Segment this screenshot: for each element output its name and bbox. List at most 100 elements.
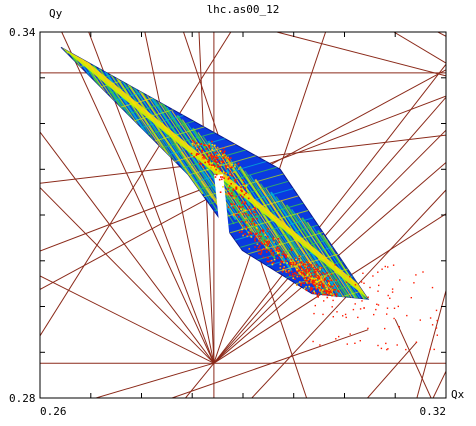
particle-point (285, 260, 287, 262)
particle-point (313, 290, 315, 293)
particle-point (328, 285, 331, 287)
particle-point (240, 189, 242, 192)
particle-point (247, 214, 250, 216)
particle-point (201, 149, 204, 152)
particle-point (278, 249, 281, 252)
particle-point (231, 194, 234, 197)
particle-point (316, 280, 319, 283)
particle-point (272, 246, 275, 248)
particle-point (250, 223, 253, 225)
particle-point (218, 159, 221, 162)
particle-point (260, 241, 263, 244)
particle-point (259, 230, 262, 232)
particle-point (231, 203, 233, 206)
particle-point (331, 294, 333, 297)
particle-point (413, 282, 415, 284)
particle-point (284, 254, 286, 256)
particle-point (363, 307, 365, 309)
particle-point (298, 275, 301, 278)
particle-point (210, 166, 212, 169)
particle-point (305, 261, 308, 263)
particle-point (316, 281, 319, 284)
particle-point (269, 260, 271, 262)
particle-point (200, 143, 202, 146)
particle-point (279, 263, 282, 265)
particle-point (326, 290, 329, 292)
particle-point (242, 234, 244, 237)
particle-point (252, 208, 254, 210)
resonance-line (394, 319, 432, 398)
particle-point (333, 289, 335, 291)
particle-point (255, 235, 258, 238)
particle-point (310, 266, 313, 268)
particle-point (292, 263, 295, 266)
particle-point (228, 177, 230, 179)
particle-point (296, 275, 299, 278)
particle-point (256, 217, 258, 220)
y-axis-label: Qy (49, 7, 63, 20)
particle-point (298, 258, 301, 260)
particle-point (308, 273, 310, 276)
particle-point (290, 270, 293, 273)
particle-point (295, 258, 297, 261)
particle-point (303, 273, 305, 275)
particle-point (278, 243, 281, 245)
x-tick-label: 0.26 (40, 405, 67, 418)
particle-point (216, 163, 219, 166)
particle-point (191, 142, 194, 145)
particle-point (261, 243, 263, 245)
particle-point (242, 213, 244, 215)
particle-point (207, 155, 210, 158)
particle-point (229, 165, 231, 168)
particle-point (331, 289, 334, 291)
particle-point (217, 156, 219, 159)
particle-point (415, 341, 418, 343)
particle-point (297, 267, 299, 270)
particle-point (312, 266, 315, 269)
footprint-stripe (306, 221, 369, 300)
particle-point (242, 179, 245, 181)
particle-point (283, 261, 285, 264)
particle-point (322, 272, 324, 274)
particle-point (250, 233, 253, 235)
particle-point (206, 168, 209, 171)
particle-point (323, 284, 325, 287)
particle-point (276, 246, 279, 249)
particle-point (281, 256, 284, 258)
particle-point (334, 288, 337, 291)
particle-point (300, 284, 302, 286)
particle-point (218, 170, 220, 173)
particle-point (255, 233, 257, 235)
particle-point (309, 276, 312, 278)
particle-point (214, 176, 217, 178)
particle-point (298, 269, 301, 272)
footprint-stripe (322, 234, 369, 300)
particle-point (336, 293, 338, 295)
particle-point (300, 273, 303, 276)
particle-point (233, 214, 235, 217)
particle-point (272, 254, 274, 257)
particle-point (265, 251, 268, 253)
particle-point (233, 197, 236, 199)
particle-point (431, 286, 434, 289)
particle-point (281, 260, 284, 263)
particle-point (229, 166, 232, 169)
particle-point (220, 164, 222, 166)
particle-point (238, 216, 240, 218)
particle-point (328, 280, 330, 282)
particle-point (360, 281, 363, 283)
particle-point (326, 272, 328, 274)
particle-point (208, 146, 211, 149)
particle-point (307, 277, 309, 279)
particle-point (304, 263, 307, 266)
particle-point (277, 252, 279, 254)
particle-point (320, 278, 323, 281)
particle-point (338, 335, 340, 338)
particle-point (264, 234, 266, 236)
particle-point (241, 228, 243, 231)
particle-point (318, 286, 320, 289)
particle-point (214, 144, 216, 147)
footprint-stripe (129, 76, 221, 208)
particle-point (193, 141, 196, 143)
particle-point (227, 178, 230, 180)
